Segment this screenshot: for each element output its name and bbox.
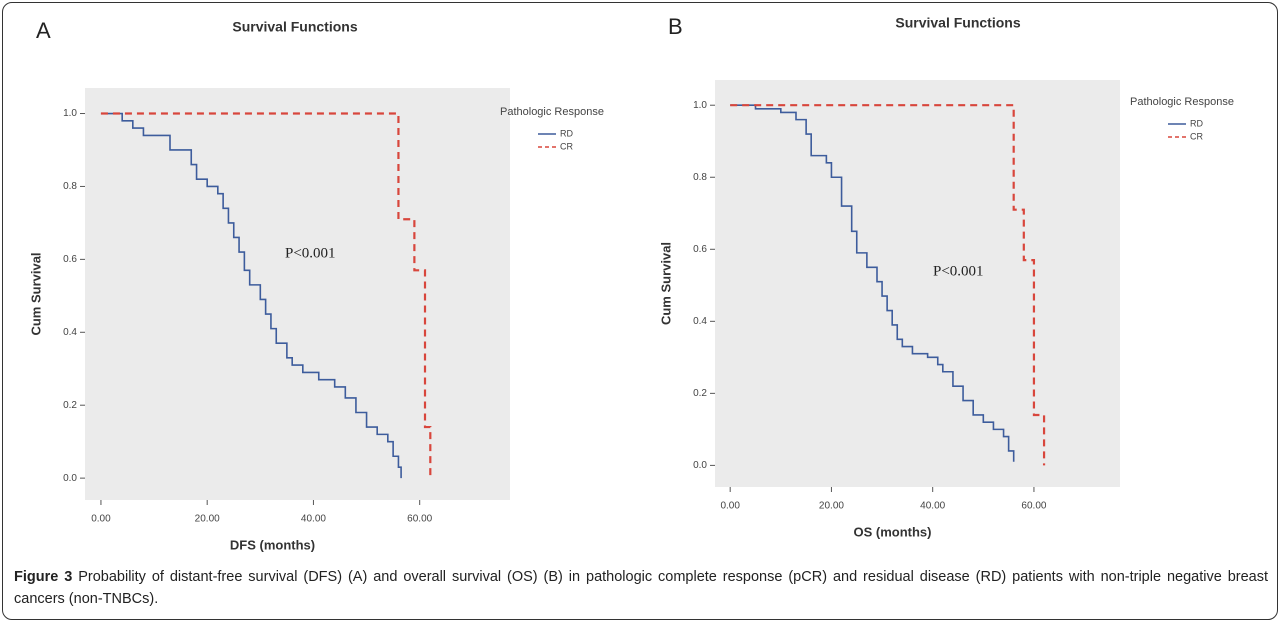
x-tick-label: 60.00: [1021, 501, 1046, 512]
legend-title: Pathologic Response: [500, 106, 604, 118]
annotation: P<0.001: [933, 263, 984, 279]
survival-curve: [100, 112, 402, 479]
plot-area: [715, 80, 1120, 487]
x-tick-label: 40.00: [301, 514, 326, 525]
y-tick-label: 0.0: [63, 473, 77, 484]
caption: Figure 3 Probability of distant-free sur…: [14, 566, 1268, 610]
legend-entry: CR: [1190, 131, 1203, 141]
panel-label: A: [36, 18, 51, 43]
legend-title: Pathologic Response: [1130, 96, 1234, 108]
x-tick-label: 60.00: [407, 514, 432, 525]
caption-text: Probability of distant-free survival (DF…: [14, 569, 1268, 607]
x-axis-label: DFS (months): [230, 537, 315, 552]
y-tick-label: 0.4: [693, 316, 707, 327]
y-tick-label: 0.6: [693, 244, 707, 255]
legend-entry: CR: [560, 141, 573, 151]
x-tick-label: 20.00: [195, 514, 220, 525]
annotation: P<0.001: [285, 245, 336, 261]
survival-curve: [730, 104, 1046, 466]
legend-entry: RD: [560, 128, 573, 138]
y-tick-label: 0.2: [693, 388, 707, 399]
y-tick-label: 0.6: [63, 254, 77, 265]
x-axis-label: OS (months): [854, 524, 932, 539]
chart-title: Survival Functions: [232, 19, 357, 35]
y-tick-label: 0.8: [63, 181, 77, 192]
x-tick-label: 0.00: [720, 501, 740, 512]
legend-entry: RD: [1190, 118, 1203, 128]
chart-title: Survival Functions: [895, 15, 1020, 31]
y-axis-label: Cum Survival: [28, 252, 43, 335]
chart: A Survival Functions 0.0 0.2 0.4 0.6 0.8 1.0 0.0…: [28, 14, 1234, 553]
y-axis-label: Cum Survival: [658, 242, 673, 325]
x-tick-label: 20.00: [819, 501, 844, 512]
y-tick-label: 0.4: [63, 327, 77, 338]
y-tick-label: 1.0: [63, 108, 77, 119]
survival-curve: [730, 104, 1015, 462]
caption-label: Figure 3: [14, 569, 73, 585]
y-tick-label: 1.0: [693, 100, 707, 111]
survival-curve: [100, 112, 432, 479]
panel-label: B: [668, 14, 683, 39]
y-tick-label: 0.2: [63, 400, 77, 411]
x-tick-label: 0.00: [91, 514, 111, 525]
y-tick-label: 0.0: [693, 460, 707, 471]
plot-area: [85, 88, 510, 500]
y-tick-label: 0.8: [693, 172, 707, 183]
x-tick-label: 40.00: [920, 501, 945, 512]
